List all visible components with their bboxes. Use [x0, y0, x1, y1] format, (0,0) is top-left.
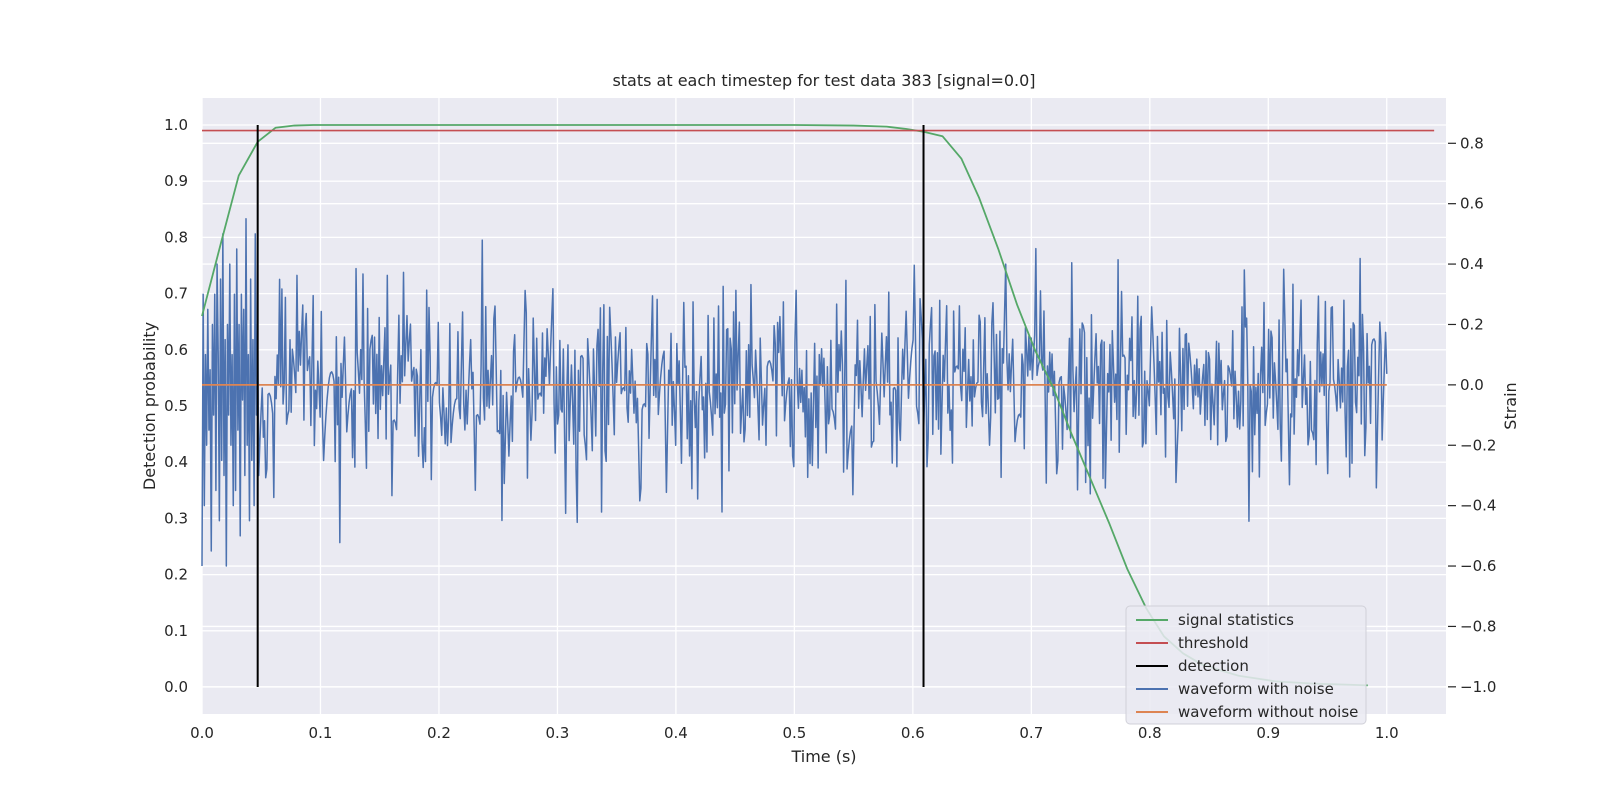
y2-tick-label: 0.0	[1460, 376, 1484, 394]
y2-axis-label: Strain	[1501, 382, 1520, 429]
x-axis-label: Time (s)	[790, 747, 856, 766]
y-tick-label: 0.6	[164, 341, 188, 359]
legend-label: waveform with noise	[1178, 680, 1334, 698]
x-tick-label: 0.1	[309, 724, 333, 742]
x-tick-label: 0.8	[1138, 724, 1162, 742]
y-tick-label: 0.0	[164, 678, 188, 696]
y-tick-label: 0.1	[164, 622, 188, 640]
legend-label: threshold	[1178, 634, 1249, 652]
y-tick-label: 0.2	[164, 566, 188, 584]
y2-tick-label: −1.0	[1460, 678, 1496, 696]
y-axis-label: Detection probability	[140, 322, 159, 490]
x-tick-label: 0.5	[782, 724, 806, 742]
x-tick-label: 0.3	[545, 724, 569, 742]
y-tick-label: 0.5	[164, 397, 188, 415]
y2-tick-label: −0.4	[1460, 497, 1496, 515]
legend: signal statistics threshold detection wavef…	[1125, 605, 1367, 725]
y2-tick-label: 0.4	[1460, 255, 1484, 273]
y-ticks: 0.0 0.1 0.2 0.3 0.4 0.5 0.6 0.7 0.8 0.9 1.0	[164, 116, 188, 696]
x-tick-label: 0.2	[427, 724, 451, 742]
x-tick-label: 0.7	[1019, 724, 1043, 742]
legend-label: signal statistics	[1178, 611, 1294, 629]
y2-tick-label: 0.2	[1460, 315, 1484, 333]
y-tick-label: 0.7	[164, 285, 188, 303]
legend-box	[1125, 605, 1367, 725]
y2-tick-label: −0.6	[1460, 557, 1496, 575]
y2-tick-label: −0.2	[1460, 436, 1496, 454]
y2-tick-label: −0.8	[1460, 617, 1496, 635]
y-tick-label: 1.0	[164, 116, 188, 134]
y-tick-label: 0.3	[164, 509, 188, 527]
y-tick-label: 0.9	[164, 172, 188, 190]
y-tick-label: 0.8	[164, 228, 188, 246]
x-tick-label: 1.0	[1375, 724, 1399, 742]
chart-title: stats at each timestep for test data 383…	[612, 71, 1035, 90]
series-waveform-with-noise	[201, 218, 1388, 567]
x-tick-label: 0.4	[664, 724, 688, 742]
y2-tick-label: 0.6	[1460, 195, 1484, 213]
legend-label: detection	[1178, 657, 1249, 675]
y2-tick-label: 0.8	[1460, 134, 1484, 152]
x-tick-label: 0.0	[190, 724, 214, 742]
y2-ticks: −1.0 −0.8 −0.6 −0.4 −0.2 0.0 0.2 0.4 0.6 0.8	[1448, 134, 1496, 696]
x-tick-label: 0.6	[901, 724, 925, 742]
y-tick-label: 0.4	[164, 453, 188, 471]
x-ticks: 0.0 0.1 0.2 0.3 0.4 0.5 0.6 0.7 0.8 0.9 1.0	[190, 724, 1399, 742]
legend-label: waveform without noise	[1178, 703, 1358, 721]
x-tick-label: 0.9	[1256, 724, 1280, 742]
